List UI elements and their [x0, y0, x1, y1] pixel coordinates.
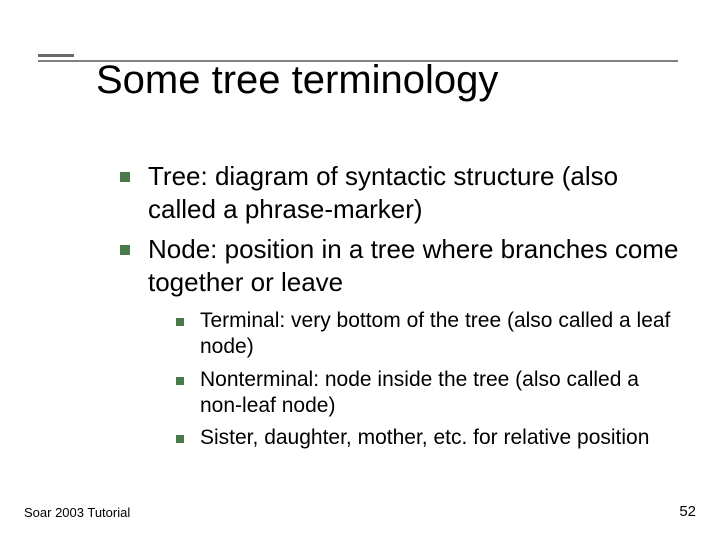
slide-title: Some tree terminology	[38, 58, 678, 103]
bullet-text: Node: position in a tree where branches …	[148, 233, 680, 298]
list-item: Tree: diagram of syntactic structure (al…	[120, 160, 680, 225]
bullet-list-lvl1: Tree: diagram of syntactic structure (al…	[120, 160, 680, 298]
title-tick	[38, 54, 74, 57]
bullet-text: Tree: diagram of syntactic structure (al…	[148, 160, 680, 225]
bullet-text: Nonterminal: node inside the tree (also …	[200, 367, 680, 420]
square-bullet-icon	[120, 245, 130, 255]
slide: Some tree terminology Tree: diagram of s…	[0, 0, 720, 540]
square-bullet-icon	[176, 318, 184, 326]
slide-body: Tree: diagram of syntactic structure (al…	[120, 160, 680, 457]
bullet-list-lvl2: Terminal: very bottom of the tree (also …	[176, 308, 680, 451]
list-item: Node: position in a tree where branches …	[120, 233, 680, 298]
list-item: Nonterminal: node inside the tree (also …	[176, 367, 680, 420]
list-item: Sister, daughter, mother, etc. for relat…	[176, 425, 680, 451]
square-bullet-icon	[120, 172, 130, 182]
bullet-text: Sister, daughter, mother, etc. for relat…	[200, 425, 649, 451]
slide-number: 52	[679, 503, 696, 520]
bullet-text: Terminal: very bottom of the tree (also …	[200, 308, 680, 361]
footer-left: Soar 2003 Tutorial	[24, 505, 130, 520]
square-bullet-icon	[176, 377, 184, 385]
title-area: Some tree terminology	[38, 60, 678, 103]
list-item: Terminal: very bottom of the tree (also …	[176, 308, 680, 361]
square-bullet-icon	[176, 435, 184, 443]
